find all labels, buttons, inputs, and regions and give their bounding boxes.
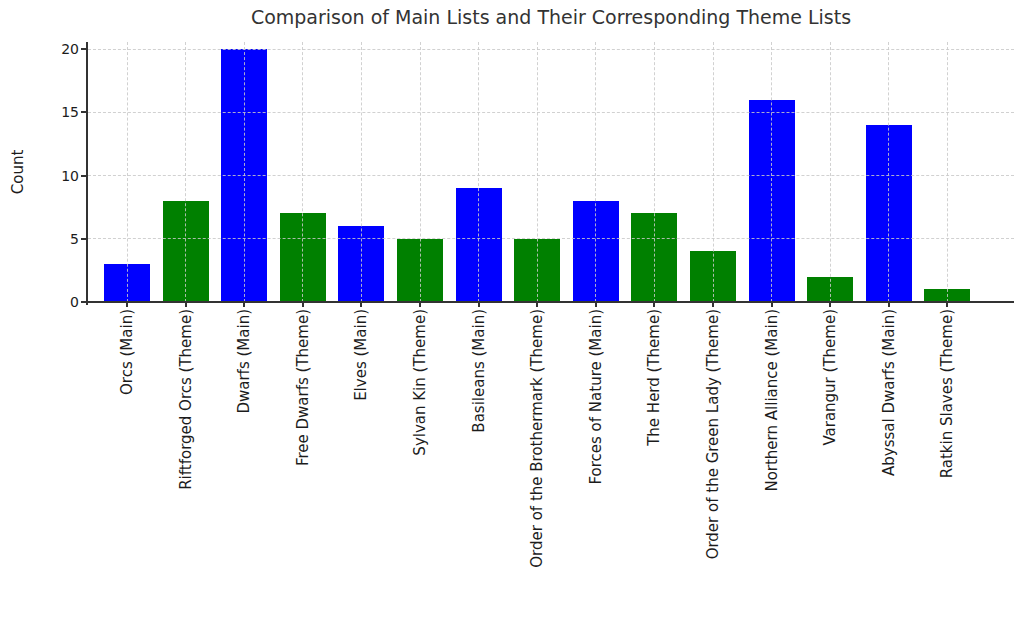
y-tick-label: 0: [43, 292, 79, 312]
gridline-vertical: [302, 42, 303, 302]
x-tick-label: Order of the Brothermark (Theme): [528, 309, 546, 568]
gridline-horizontal: [88, 238, 1014, 239]
y-tick-label: 20: [43, 39, 79, 59]
gridline-vertical: [361, 42, 362, 302]
gridline-vertical: [595, 42, 596, 302]
x-tick-mark: [946, 303, 948, 307]
x-tick-mark: [185, 303, 187, 307]
x-axis-spine: [86, 301, 1014, 303]
x-tick-mark: [595, 303, 597, 307]
gridline-vertical: [478, 42, 479, 302]
x-tick-label: Orcs (Main): [118, 309, 136, 395]
gridline-vertical: [654, 42, 655, 302]
x-tick-mark: [653, 303, 655, 307]
x-tick-label: Northern Alliance (Main): [763, 309, 781, 492]
x-tick-mark: [771, 303, 773, 307]
y-axis-label: Count: [9, 150, 27, 195]
gridline-vertical: [947, 42, 948, 302]
x-tick-label: Forces of Nature (Main): [587, 309, 605, 485]
x-tick-mark: [712, 303, 714, 307]
x-tick-label: Elves (Main): [352, 309, 370, 401]
gridline-vertical: [537, 42, 538, 302]
y-tick-label: 15: [43, 102, 79, 122]
x-tick-mark: [126, 303, 128, 307]
gridline-vertical: [127, 42, 128, 302]
gridline-vertical: [830, 42, 831, 302]
x-tick-mark: [243, 303, 245, 307]
bar-chart-figure: Comparison of Main Lists and Their Corre…: [0, 0, 1024, 621]
x-tick-mark: [419, 303, 421, 307]
x-tick-label: Order of the Green Lady (Theme): [704, 309, 722, 559]
x-tick-label: Riftforged Orcs (Theme): [177, 309, 195, 490]
x-tick-label: Sylvan Kin (Theme): [411, 309, 429, 456]
y-tick-label: 10: [43, 166, 79, 186]
x-tick-label: Free Dwarfs (Theme): [294, 309, 312, 466]
x-tick-mark: [478, 303, 480, 307]
x-tick-label: Dwarfs (Main): [235, 309, 253, 414]
gridline-vertical: [888, 42, 889, 302]
x-tick-label: Varangur (Theme): [821, 309, 839, 446]
x-tick-mark: [888, 303, 890, 307]
gridline-vertical: [713, 42, 714, 302]
x-tick-mark: [829, 303, 831, 307]
x-tick-mark: [536, 303, 538, 307]
x-tick-mark: [360, 303, 362, 307]
x-tick-label: Abyssal Dwarfs (Main): [880, 309, 898, 476]
gridline-horizontal: [88, 175, 1014, 176]
y-tick-label: 5: [43, 229, 79, 249]
gridline-vertical: [185, 42, 186, 302]
gridline-vertical: [420, 42, 421, 302]
gridline-vertical: [244, 42, 245, 302]
x-tick-mark: [302, 303, 304, 307]
x-tick-label: The Herd (Theme): [645, 309, 663, 446]
chart-title: Comparison of Main Lists and Their Corre…: [88, 6, 1014, 28]
y-axis-spine: [86, 42, 88, 305]
x-tick-label: Ratkin Slaves (Theme): [938, 309, 956, 478]
x-tick-label: Basileans (Main): [470, 309, 488, 433]
gridline-horizontal: [88, 49, 1014, 50]
gridline-vertical: [771, 42, 772, 302]
gridline-horizontal: [88, 112, 1014, 113]
